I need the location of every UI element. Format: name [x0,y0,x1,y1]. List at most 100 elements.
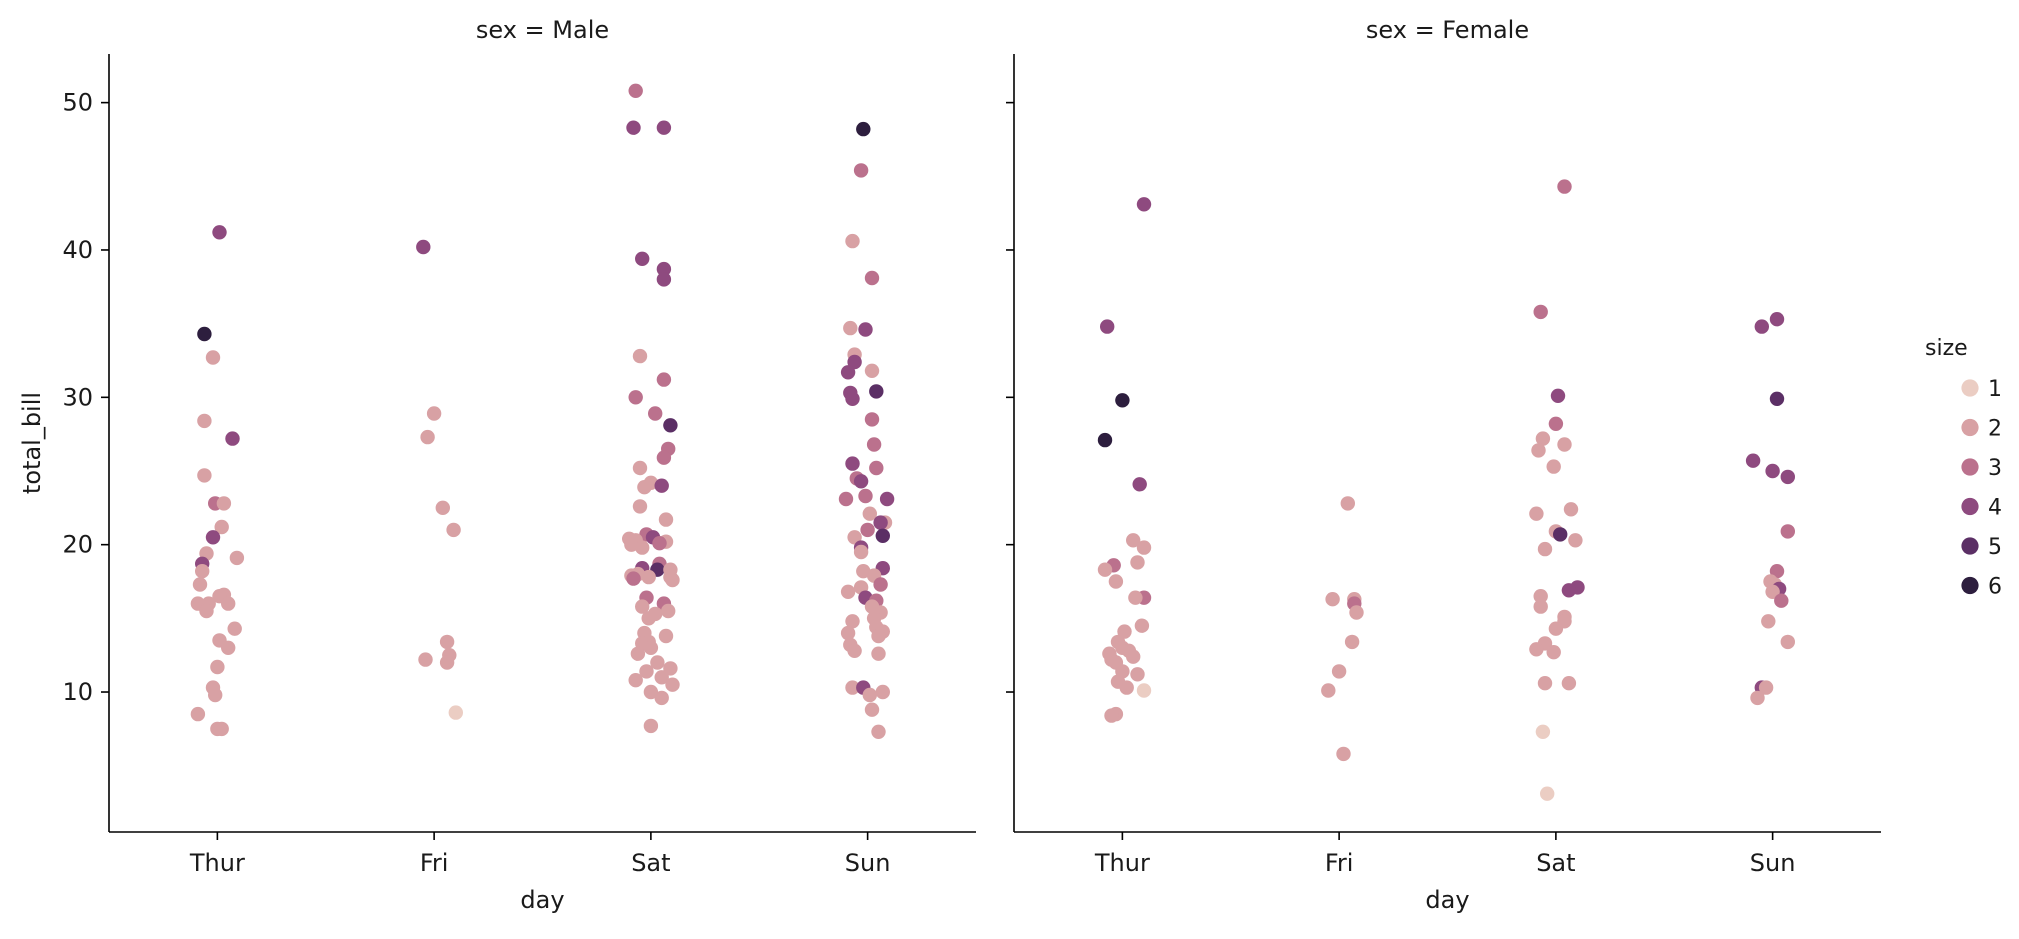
data-point [210,659,225,675]
data-point [1537,541,1553,557]
x-tick-label: Sat [631,849,670,877]
data-point [658,628,674,644]
data-point [869,384,884,399]
data-point [1108,574,1124,589]
facet-panel-1: sex = Female Thur Fri Sat Sun day [1006,16,1881,914]
data-point [418,652,433,667]
data-point [630,646,646,661]
data-point [205,350,221,365]
data-point [635,251,650,266]
data-point [1529,642,1544,657]
data-point [658,512,674,527]
legend: size 1 2 3 4 5 6 [1925,336,2002,600]
data-point [656,261,672,277]
data-point [1557,437,1572,452]
data-point [448,705,463,720]
legend-marker [1961,379,1979,397]
data-point [871,646,886,661]
data-point [221,596,236,611]
data-point [661,603,676,619]
data-point [847,643,862,658]
x-axis-label: day [1425,886,1469,914]
data-point [192,577,208,592]
data-point [845,680,860,695]
x-tick-label: Sun [1750,849,1796,877]
legend-marker [1961,418,1979,437]
data-point [197,468,212,483]
data-point [1119,680,1134,695]
data-point [1557,179,1572,194]
data-point [656,450,672,465]
data-point [641,569,656,585]
data-point [1780,634,1796,650]
data-point [628,83,643,99]
x-tick-label: Thur [189,849,245,877]
data-point [1533,589,1548,604]
data-point [199,603,214,619]
facet-panel-0: sex = Male 10 20 30 40 50 Thur Fri Sat Sun day tota… [18,16,976,914]
data-point [847,354,862,370]
data-point [840,365,856,380]
data-point [628,390,643,405]
data-point [656,120,672,135]
data-point [866,437,882,452]
data-point [1130,555,1145,570]
x-tick-label: Sun [845,849,891,877]
data-point [197,326,212,342]
data-point [1344,634,1360,650]
data-point [1537,676,1553,691]
data-point [1780,524,1796,539]
data-point [654,478,669,493]
data-point [195,564,210,579]
data-point [860,522,875,538]
data-point [1754,319,1770,334]
data-point [1568,533,1583,548]
data-point [439,655,455,670]
data-point [216,496,232,511]
data-point [635,599,650,614]
strip-points [1097,179,1796,801]
y-tick-label: 40 [62,236,93,264]
data-point [656,372,672,387]
data-point [1100,319,1115,334]
data-point [1134,618,1150,633]
legend-label: 2 [1988,417,2002,442]
legend-label: 3 [1988,456,2002,481]
data-point [1097,432,1113,448]
data-point [1761,614,1776,629]
data-point [845,614,860,629]
data-point [197,413,212,429]
data-point [862,506,877,521]
data-point [650,655,665,670]
data-point [858,322,873,337]
data-point [1104,708,1119,723]
data-point [1561,676,1577,691]
data-point [1132,477,1147,492]
data-point [1546,645,1561,660]
data-point [864,702,880,717]
data-point [847,530,862,545]
data-point [1331,664,1347,679]
data-point [639,664,654,679]
y-tick-label: 20 [62,531,93,559]
data-point [420,429,435,445]
data-point [1765,463,1780,479]
data-point [840,584,856,599]
data-point [435,500,450,515]
data-point [227,621,242,636]
data-point [205,530,221,545]
data-point [856,564,871,579]
data-point [858,488,873,504]
data-point [873,577,888,592]
data-point [864,363,880,378]
data-point [1126,649,1141,664]
data-point [628,673,643,688]
data-point [1136,197,1152,212]
data-point [426,406,442,421]
data-point [1780,469,1796,485]
data-point [838,491,854,507]
y-tick-label: 10 [62,678,93,706]
data-point [637,480,652,495]
data-point [214,519,229,535]
